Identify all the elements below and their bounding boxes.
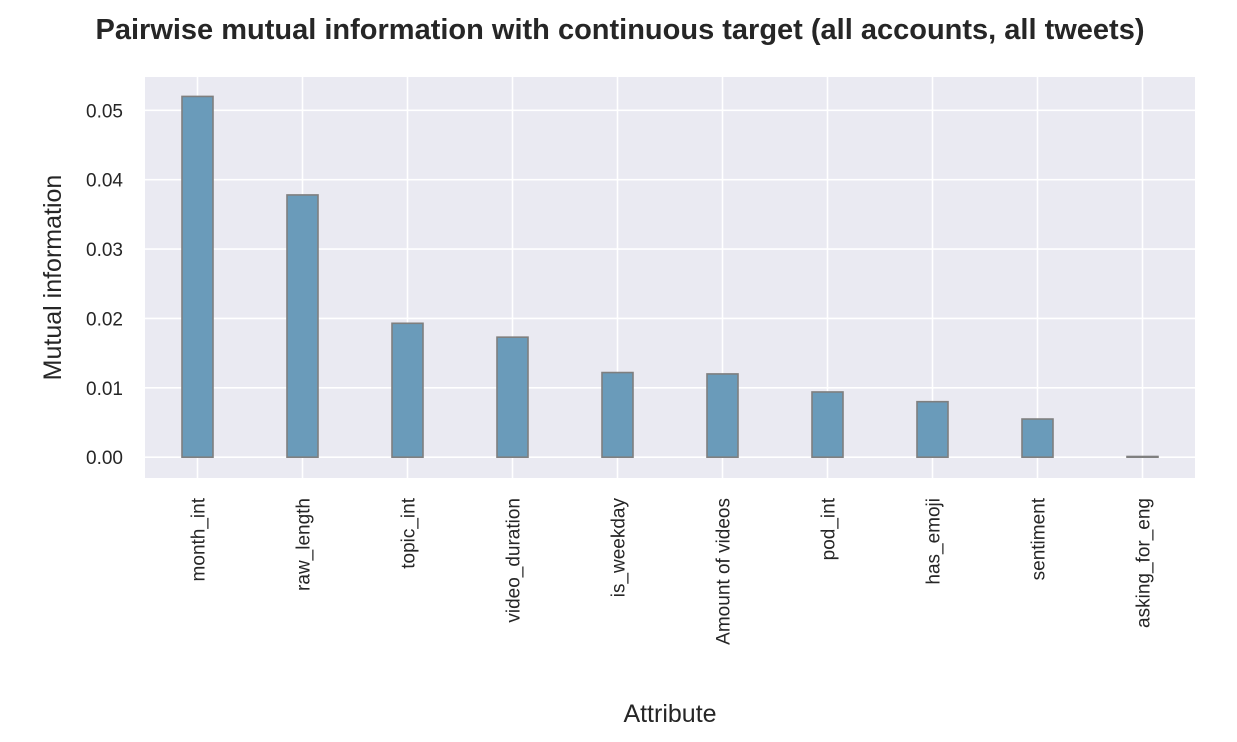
x-tick-label: sentiment: [1029, 497, 1050, 580]
x-tick-label: Amount of videos: [714, 498, 735, 645]
y-tick-label: 0.05: [86, 101, 123, 122]
x-tick-label: topic_int: [399, 497, 420, 568]
x-tick-label: has_emoji: [924, 498, 945, 585]
y-tick-label: 0.01: [86, 379, 123, 400]
plot-area: [145, 77, 1195, 478]
bar-pod-int: [811, 391, 844, 458]
bar-asking-for-eng: [1126, 455, 1159, 458]
y-axis-ticks: 0.00 0.01 0.02 0.03 0.04 0.05: [86, 101, 123, 469]
y-tick-label: 0.00: [86, 448, 123, 469]
y-axis-title: Mutual information: [39, 175, 67, 381]
x-tick-label: pod_int: [819, 497, 840, 560]
bar-video-duration: [496, 336, 529, 458]
y-tick-label: 0.04: [86, 171, 123, 192]
y-tick-label: 0.02: [86, 309, 123, 330]
x-tick-label: month_int: [189, 497, 210, 581]
x-tick-label: asking_for_eng: [1134, 498, 1155, 628]
x-axis-title: Attribute: [623, 700, 716, 728]
bar-has-emoji: [916, 400, 949, 458]
chart-title: Pairwise mutual information with continu…: [96, 14, 1145, 46]
x-tick-label: is_weekday: [609, 498, 630, 598]
bar-sentiment: [1021, 418, 1054, 458]
x-tick-label: raw_length: [294, 498, 315, 591]
bar-is-weekday: [601, 371, 634, 458]
bar-month-int: [181, 95, 214, 458]
bar-amount-of-videos: [706, 373, 739, 458]
y-tick-label: 0.03: [86, 240, 123, 261]
bar-raw-length: [286, 194, 319, 458]
x-tick-label: video_duration: [504, 498, 525, 623]
bars: [181, 95, 1159, 458]
x-axis-ticks: month_int raw_length topic_int video_durati…: [189, 497, 1155, 645]
bar-topic-int: [391, 322, 424, 458]
